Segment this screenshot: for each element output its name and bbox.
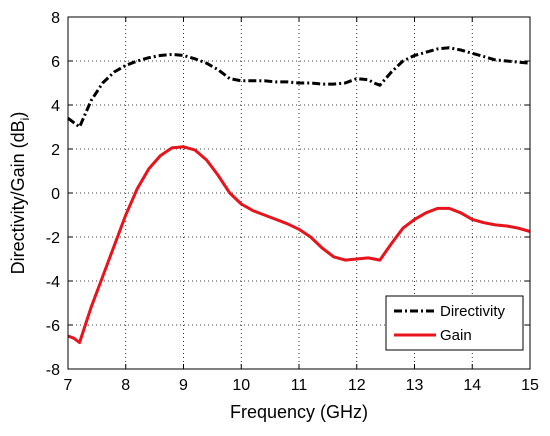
x-tick-label: 9 <box>179 377 188 394</box>
series-layer <box>67 46 531 345</box>
grid <box>68 17 530 369</box>
x-tick-label: 13 <box>406 377 424 394</box>
x-tick-label: 15 <box>521 377 539 394</box>
legend-box <box>385 295 524 351</box>
y-tick-label: 8 <box>51 10 60 27</box>
y-tick-labels: -8 -6 -4 -2 0 2 4 6 8 <box>46 10 60 379</box>
x-tick-label: 7 <box>64 377 73 394</box>
ticks <box>67 16 531 370</box>
y-tick-label: -4 <box>46 274 60 291</box>
x-axis-label: Frequency (GHz) <box>230 402 368 422</box>
y-axis-label: Directivity/Gain (dBi) <box>8 112 32 275</box>
y-axis-label-subscript: i <box>18 118 32 121</box>
y-tick-label: 6 <box>51 54 60 71</box>
legend-label-directivity: Directivity <box>440 303 506 320</box>
x-tick-label: 10 <box>232 377 250 394</box>
legend-label-gain: Gain <box>440 327 472 344</box>
y-axis-label-main: Directivity/Gain (dB <box>8 120 28 274</box>
y-tick-label: 0 <box>51 186 60 203</box>
x-tick-label: 12 <box>348 377 366 394</box>
legend: Directivity Gain <box>385 295 524 351</box>
series-line-directivity <box>67 46 531 129</box>
x-tick-label: 8 <box>121 377 130 394</box>
y-tick-label: -2 <box>46 230 60 247</box>
series-line-gain <box>67 145 531 345</box>
x-tick-label: 11 <box>291 377 308 394</box>
x-tick-labels: 7 8 9 10 11 12 13 14 15 <box>64 377 539 394</box>
y-tick-label: -8 <box>46 362 60 379</box>
y-tick-label: 4 <box>51 98 60 115</box>
y-tick-label: 2 <box>51 142 60 159</box>
y-tick-label: -6 <box>46 318 60 335</box>
x-tick-label: 14 <box>463 377 481 394</box>
y-axis-label-close: ) <box>8 112 28 118</box>
